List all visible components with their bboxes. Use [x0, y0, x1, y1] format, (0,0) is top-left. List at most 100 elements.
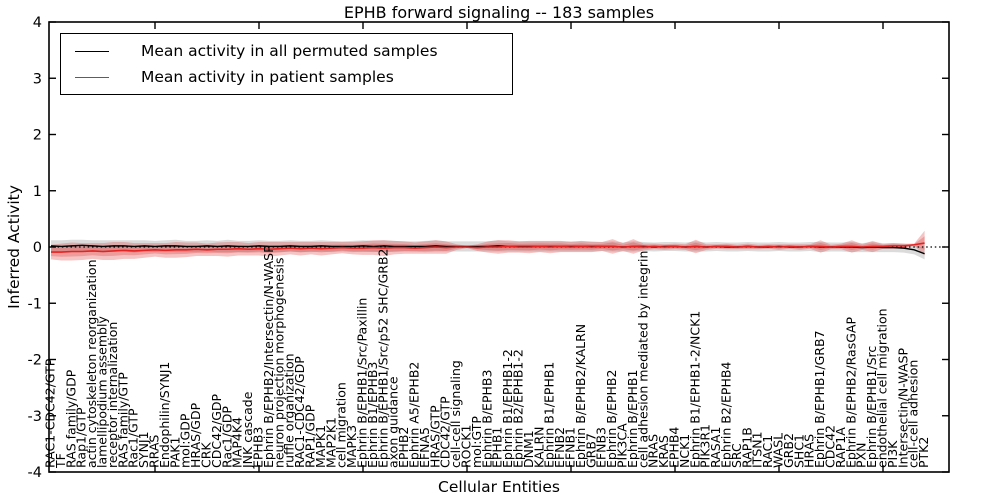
legend-item-patient: Mean activity in patient samples: [61, 68, 512, 86]
x-tick-label: Rac1/GDP: [219, 406, 234, 468]
x-tick-label: CDC42/GDP: [209, 393, 224, 468]
x-tick-label: EFNA5: [417, 427, 432, 468]
x-tick-label: PTK2: [916, 437, 931, 468]
y-tick-label: 0: [33, 240, 42, 256]
x-tick-label: MAP4K4: [230, 417, 245, 468]
y-tick-label: -4: [28, 465, 42, 481]
x-tick-label: mol:GDP: [178, 413, 193, 468]
x-tick-label: EFNB2: [552, 427, 567, 468]
x-tick-label: HRAS/GTP: [427, 405, 442, 468]
x-tick-label: Ephrin B/EPHB1: [625, 370, 640, 468]
x-tick-label: PXN: [854, 443, 869, 468]
x-tick-label: Ephrin B1/EPHB1-2: [500, 349, 515, 468]
y-tick-label: -1: [28, 296, 42, 312]
y-tick-label: 3: [33, 71, 42, 87]
x-tick-label: RAC1-CDC42/GDP: [292, 356, 307, 468]
x-tick-label: Ephrin B/EPHB2: [604, 370, 619, 468]
legend-label-permuted: Mean activity in all permuted samples: [141, 42, 438, 60]
x-tick-label: lamellipodium assembly: [95, 316, 110, 468]
patient-std-band-outer: [51, 230, 925, 261]
x-tick-label: PAK1: [167, 437, 182, 468]
y-tick-labels: 4 3 2 1 0 -1 -2 -3 -4: [28, 15, 42, 481]
patient-mean-line: [51, 242, 925, 253]
x-tick-label: PIK3R1: [698, 424, 713, 468]
x-tick-label: Ephrin B2/EPHB4: [719, 362, 734, 468]
x-tick-label: Rap1/GTP: [74, 407, 89, 468]
x-tick-label: RAP1A: [833, 427, 848, 468]
x-tick-label: RAP1B: [739, 427, 754, 468]
y-tick-label: 4: [33, 15, 42, 31]
y-tick-label: -3: [28, 409, 42, 425]
x-tick-label: Ephrin B/EPHB2/RasGAP: [843, 317, 858, 468]
chart-title: EPHB forward signaling -- 183 samples: [343, 3, 655, 22]
x-tick-label: RAS family/GTP: [115, 372, 130, 468]
x-tick-label: EPHB1: [490, 427, 505, 468]
x-tick-label: EPHB4: [667, 427, 682, 468]
x-tick-label: actin cytoskeleton reorganization: [84, 259, 99, 468]
x-tick-label: NRAS: [646, 434, 661, 468]
x-tick-label: receptor internalization: [105, 322, 120, 468]
x-tick-label: cell-cell signaling: [448, 360, 463, 468]
x-tick-label: RAP1/GDP: [303, 404, 318, 468]
x-tick-label: CDC42/GTP: [438, 396, 453, 468]
x-tick-label: HRAS/GDP: [188, 402, 203, 468]
x-tick-label: cell adhesion mediated by integrin: [635, 251, 650, 468]
x-tick-label: HRAS: [802, 434, 817, 468]
legend-item-permuted: Mean activity in all permuted samples: [61, 42, 512, 60]
x-tick-label: RASA1: [708, 427, 723, 468]
x-tick-label: Ephrin B1/EPHB1: [542, 362, 557, 468]
x-tick-label: EPHB2: [396, 427, 411, 468]
x-tick-label: CDC42: [823, 425, 838, 468]
x-tick-label: Ephrin B1/EPHB3: [365, 362, 380, 468]
x-tick-label: Ephrin A5/EPHB2: [407, 362, 422, 468]
x-tick-label: PIK3CA: [615, 423, 630, 468]
x-tick-label: SRC: [729, 443, 744, 468]
x-tick-label: SHC1: [791, 434, 806, 468]
x-tick-label: Ephrin B/EPHB2/Intersectin/N-WASP: [261, 245, 276, 468]
x-tick-label: neuron projection morphogenesis: [271, 257, 286, 468]
x-tick-label: Ephrin B1/EPHB1-2/NCK1: [687, 311, 702, 468]
x-tick-label: MAP2K1: [323, 417, 338, 468]
x-tick-label: GRB2: [781, 433, 796, 468]
legend-line-patient-icon: [75, 76, 109, 78]
legend-label-patient: Mean activity in patient samples: [141, 68, 394, 86]
x-tick-label: Endophilin/SYNJ1: [157, 362, 172, 468]
x-tick-label: RAS family/GDP: [63, 369, 78, 468]
x-tick-label: Ephrin B/EPHB1/Src/p52 SHC/GRB2: [375, 249, 390, 469]
x-tick-label: ROCK1: [459, 425, 474, 468]
x-tick-label: cell migration: [334, 382, 349, 468]
x-tick-label: Ephrin B2/EPHB1-2: [511, 349, 526, 468]
x-tick-label: CRK: [199, 442, 214, 468]
x-tick-label: ITSN1: [750, 431, 765, 468]
x-tick-label: DNM1: [521, 430, 536, 468]
x-tick-label: WASL: [771, 433, 786, 468]
x-tick-label: ruffle organization: [282, 353, 297, 468]
x-tick-label: EFNB1: [563, 427, 578, 468]
x-tick-label: Ephrin B/EPHB3: [479, 370, 494, 468]
x-axis-label: Cellular Entities: [438, 478, 560, 496]
y-tick-label: -2: [28, 353, 42, 369]
x-tick-label: SYNJ1: [136, 431, 151, 468]
x-tick-label: Intersectin/N-WASP: [895, 348, 910, 468]
legend: Mean activity in all permuted samples Me…: [60, 33, 513, 95]
x-tick-label: RRAS: [147, 435, 162, 468]
x-tick-label: Ephrin B/EPHB1/Src: [864, 346, 879, 468]
permuted-std-band: [51, 239, 925, 260]
x-tick-label: KALRN: [531, 426, 546, 468]
x-tick-label: GRB7: [583, 433, 598, 468]
x-tick-label: Rac1/GTP: [126, 408, 141, 468]
x-tick-label: EFNB3: [594, 427, 609, 468]
x-tick-label: KRAS: [656, 435, 671, 468]
x-tick-label: axon guidance: [386, 376, 401, 468]
x-tick-label: MAPK1: [313, 425, 328, 468]
x-tick-label: TF: [53, 453, 68, 469]
x-tick-label: cell-cell adhesion: [906, 360, 921, 468]
x-tick-label: Ephrin B/EPHB1/GRB7: [812, 330, 827, 468]
x-tick-label: Ephrin B/EPHB2/KALRN: [573, 324, 588, 468]
x-tick-label: MAPK3: [344, 425, 359, 468]
x-tick-label: NCK1: [677, 434, 692, 468]
x-tick-label: RAC1-CDC42/GTP: [43, 358, 58, 468]
